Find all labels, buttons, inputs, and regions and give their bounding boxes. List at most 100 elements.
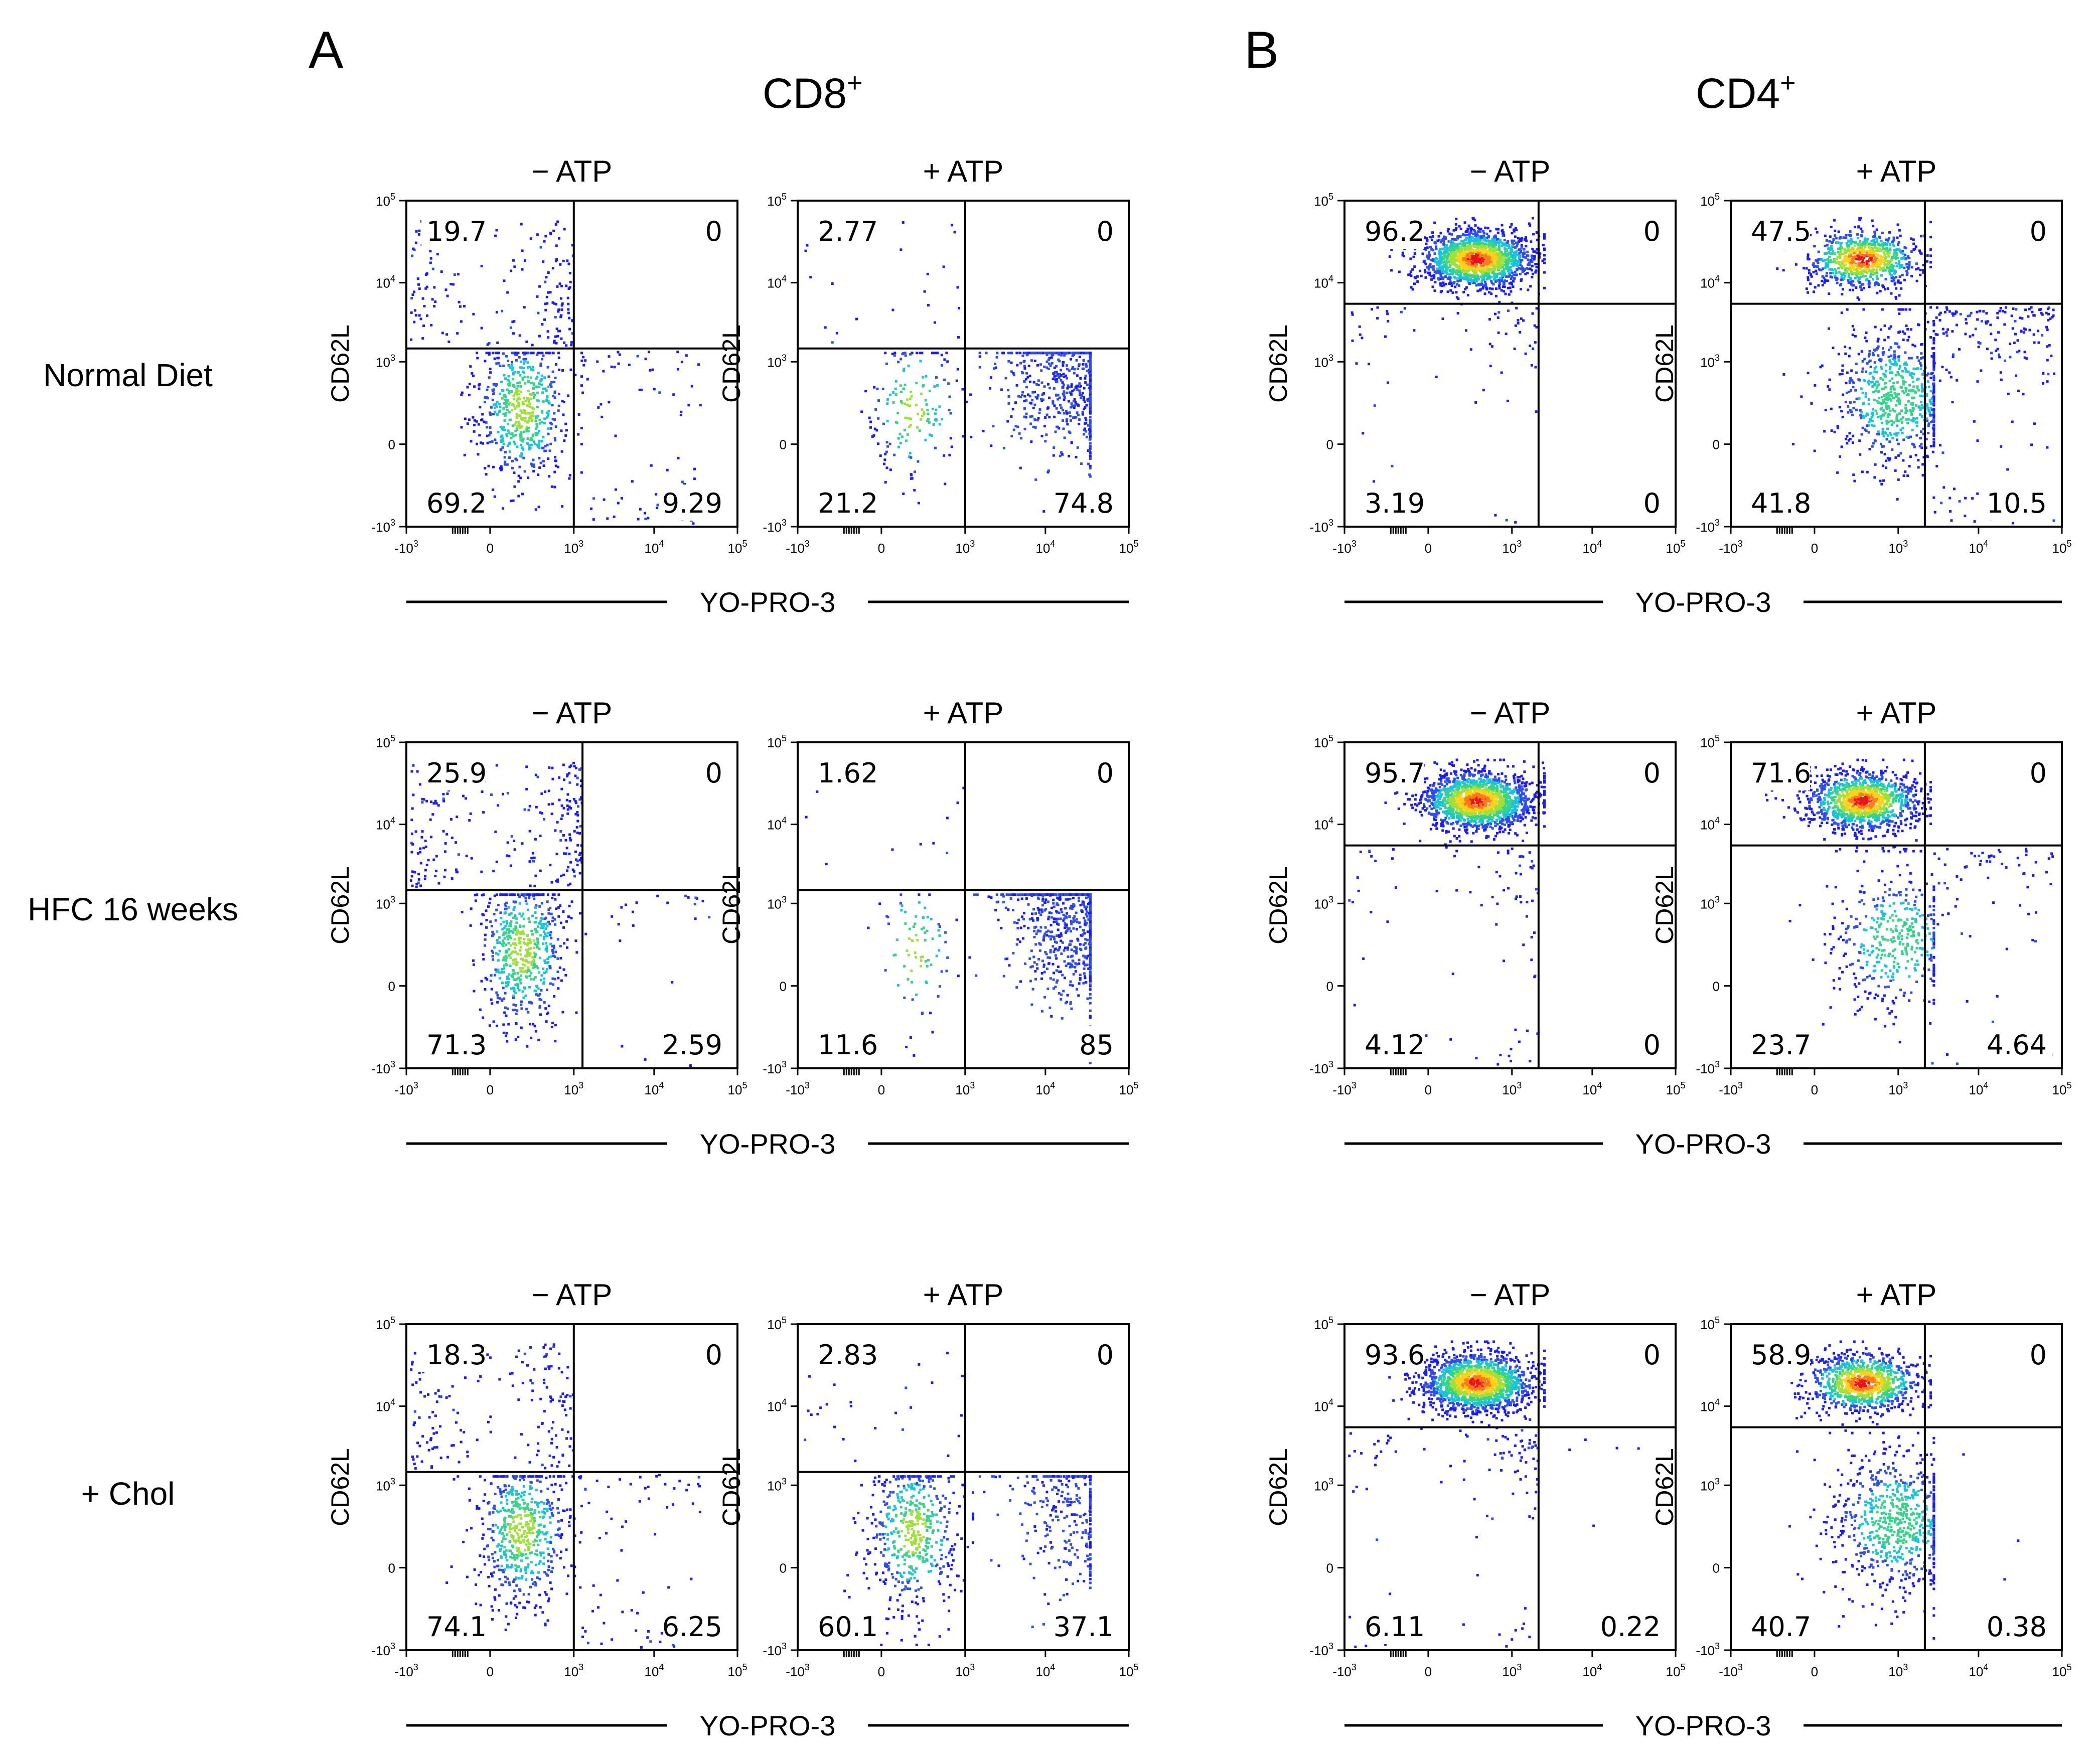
event-dot — [1885, 459, 1887, 462]
event-dot — [1507, 309, 1510, 312]
event-dot — [433, 286, 435, 289]
event-dot — [1976, 493, 1979, 495]
event-dot — [1932, 387, 1935, 390]
event-dot — [913, 489, 916, 492]
event-dot — [924, 439, 927, 441]
event-dot — [1458, 270, 1461, 272]
event-dot — [553, 471, 556, 473]
event-dot — [483, 421, 485, 423]
event-dot — [1861, 370, 1864, 373]
event-dot — [1868, 380, 1870, 382]
event-dot — [1880, 443, 1882, 445]
event-dot — [992, 425, 994, 427]
y-tick-exponent: 3 — [390, 353, 395, 363]
event-dot — [1468, 247, 1471, 250]
event-dot — [1486, 245, 1488, 247]
event-dot — [1906, 339, 1909, 342]
event-dot — [1424, 269, 1426, 271]
event-dot — [1010, 415, 1012, 418]
event-dot — [1007, 360, 1010, 363]
event-dot — [936, 384, 939, 387]
event-dot — [1907, 268, 1910, 270]
event-dot — [1515, 229, 1518, 231]
event-dot — [1908, 357, 1910, 360]
event-dot — [1014, 401, 1017, 404]
event-dot — [1488, 257, 1490, 260]
event-dot — [1898, 355, 1900, 358]
event-dot — [601, 416, 603, 418]
event-dot — [1476, 290, 1479, 292]
event-dot — [911, 395, 913, 398]
event-dot — [1880, 451, 1883, 453]
event-dot — [1484, 281, 1486, 283]
event-dot — [906, 417, 909, 419]
event-dot — [1865, 395, 1867, 398]
event-dot — [1534, 271, 1537, 274]
event-dot — [1373, 480, 1375, 483]
panel-b-subtitle-text: CD4 — [1696, 70, 1780, 117]
event-dot — [681, 480, 684, 483]
event-dot — [1942, 486, 1945, 489]
event-dot — [1927, 432, 1929, 434]
event-dot — [1464, 221, 1466, 224]
event-dot — [1873, 243, 1876, 246]
event-dot — [507, 375, 510, 377]
event-dot — [555, 303, 557, 305]
event-dot — [1509, 226, 1512, 228]
event-dot — [512, 424, 514, 427]
event-dot — [2014, 320, 2016, 323]
event-dot — [536, 399, 539, 402]
event-dot — [1850, 238, 1853, 240]
event-dot — [1837, 267, 1840, 269]
event-dot — [558, 405, 560, 407]
event-dot — [478, 387, 480, 390]
event-dot — [521, 425, 523, 428]
event-dot — [496, 342, 499, 344]
event-dot — [1522, 319, 1525, 322]
event-dot — [1893, 392, 1896, 394]
event-dot — [502, 352, 505, 355]
event-dot — [1843, 277, 1845, 280]
event-dot — [1824, 245, 1826, 247]
event-dot — [1507, 400, 1509, 402]
event-dot — [1535, 410, 1538, 413]
event-dot — [1455, 227, 1457, 229]
event-dot — [1840, 279, 1842, 281]
event-dot — [900, 248, 902, 251]
event-dot — [1833, 219, 1836, 222]
event-dot — [1426, 266, 1429, 269]
event-dot — [898, 437, 900, 439]
event-dot — [919, 429, 921, 432]
event-dot — [1478, 228, 1481, 230]
event-dot — [1929, 261, 1932, 263]
event-dot — [1462, 240, 1465, 243]
event-dot — [1454, 277, 1457, 279]
event-dot — [1906, 474, 1909, 477]
event-dot — [1486, 266, 1489, 268]
event-dot — [561, 505, 563, 508]
event-dot — [1842, 416, 1844, 418]
event-dot — [618, 363, 620, 365]
event-dot — [1506, 280, 1508, 282]
event-dot — [1908, 465, 1911, 467]
event-dot — [1071, 390, 1074, 392]
event-dot — [1446, 272, 1448, 275]
event-dot — [487, 344, 489, 346]
event-dot — [904, 429, 906, 431]
event-dot — [532, 470, 535, 472]
event-dot — [562, 260, 565, 262]
event-dot — [1903, 333, 1906, 335]
event-dot — [1904, 404, 1907, 406]
event-dot — [532, 366, 534, 369]
event-dot — [2032, 314, 2035, 316]
event-dot — [1885, 396, 1888, 398]
event-dot — [1048, 469, 1050, 472]
x-tick-exponent: 5 — [742, 539, 747, 549]
event-dot — [877, 417, 879, 420]
event-dot — [883, 458, 886, 461]
event-dot — [1845, 382, 1848, 384]
y-tick-exponent: 3 — [782, 518, 787, 528]
event-dot — [1400, 311, 1403, 313]
event-dot — [1521, 267, 1524, 270]
event-dot — [1899, 275, 1901, 278]
